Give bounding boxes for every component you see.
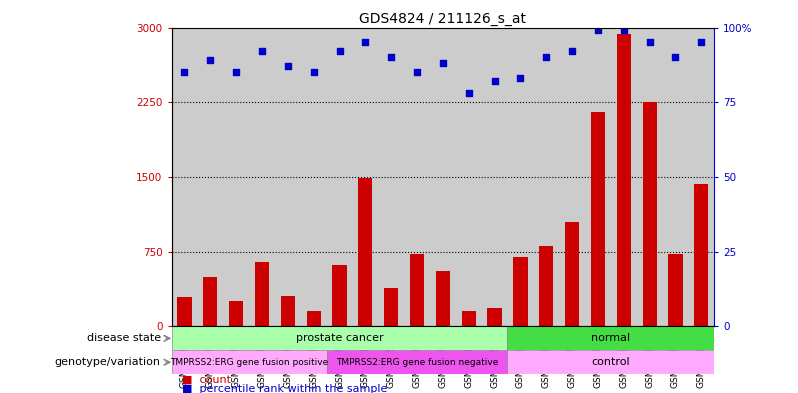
Bar [617, 35, 631, 327]
Bar [669, 253, 682, 327]
Bar [662, 28, 689, 327]
Bar [488, 308, 502, 327]
Bar [255, 262, 269, 327]
Bar [539, 246, 553, 327]
Bar [642, 102, 657, 327]
Bar [229, 301, 243, 327]
Bar [559, 28, 585, 327]
Text: ■  count: ■ count [183, 375, 231, 385]
Bar [172, 327, 508, 350]
Bar [223, 28, 249, 327]
Bar [306, 311, 321, 327]
Bar [326, 350, 508, 374]
Text: disease state: disease state [87, 333, 160, 343]
Bar [353, 28, 378, 327]
Bar [482, 28, 508, 327]
Point [669, 54, 681, 61]
Bar [249, 28, 275, 327]
Bar [281, 296, 295, 327]
Point [385, 54, 397, 61]
Text: control: control [591, 357, 630, 367]
Bar [508, 350, 714, 374]
Bar [591, 112, 605, 327]
Bar [689, 28, 714, 327]
Bar [378, 28, 404, 327]
Bar [508, 28, 533, 327]
Point [255, 48, 268, 55]
Point [437, 60, 449, 66]
Point [540, 54, 553, 61]
Text: genotype/variation: genotype/variation [55, 357, 160, 367]
Point [307, 69, 320, 75]
Text: prostate cancer: prostate cancer [296, 333, 383, 343]
Text: TMPRSS2:ERG gene fusion negative: TMPRSS2:ERG gene fusion negative [336, 358, 498, 367]
Point [643, 39, 656, 46]
Text: TMPRSS2:ERG gene fusion positive: TMPRSS2:ERG gene fusion positive [170, 358, 328, 367]
Point [178, 69, 191, 75]
Bar [637, 28, 662, 327]
Bar [275, 28, 301, 327]
Point [462, 90, 475, 96]
Point [359, 39, 372, 46]
Bar [461, 311, 476, 327]
Bar [610, 28, 637, 327]
Bar [694, 184, 709, 327]
Text: ■  percentile rank within the sample: ■ percentile rank within the sample [183, 384, 388, 393]
Bar [508, 327, 714, 350]
Bar [358, 178, 373, 327]
Bar [565, 222, 579, 327]
Bar [384, 288, 398, 327]
Point [514, 75, 527, 81]
Bar [203, 277, 217, 327]
Bar [333, 264, 346, 327]
Point [488, 78, 501, 84]
Bar [533, 28, 559, 327]
Bar [456, 28, 482, 327]
Point [411, 69, 424, 75]
Bar [430, 28, 456, 327]
Bar [585, 28, 610, 327]
Bar [326, 28, 353, 327]
Bar [301, 28, 326, 327]
Bar [172, 350, 326, 374]
Title: GDS4824 / 211126_s_at: GDS4824 / 211126_s_at [359, 13, 527, 26]
Bar [404, 28, 430, 327]
Bar [172, 28, 197, 327]
Bar [436, 271, 450, 327]
Point [204, 57, 217, 64]
Point [618, 28, 630, 34]
Bar [177, 296, 192, 327]
Bar [513, 257, 527, 327]
Point [591, 28, 604, 34]
Point [566, 48, 579, 55]
Bar [410, 253, 425, 327]
Text: normal: normal [591, 333, 630, 343]
Point [695, 39, 708, 46]
Point [333, 48, 346, 55]
Point [230, 69, 243, 75]
Point [282, 63, 294, 70]
Bar [197, 28, 223, 327]
